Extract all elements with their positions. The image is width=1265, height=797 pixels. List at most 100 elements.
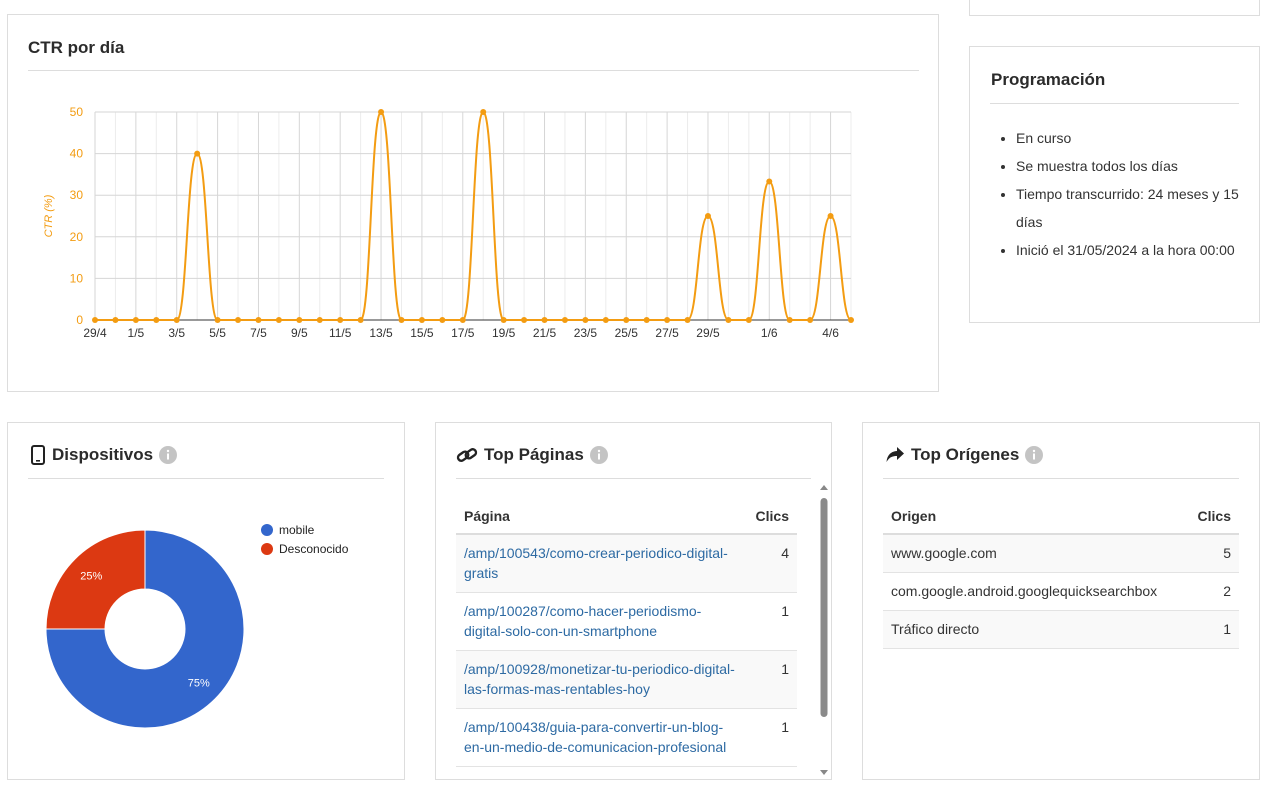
phone-icon xyxy=(31,445,45,465)
ctr-point xyxy=(418,317,425,323)
table-body: /amp/100543/como-crear-periodico-digital… xyxy=(456,534,797,767)
ctr-point xyxy=(112,317,119,323)
cell: www.google.com xyxy=(883,534,1186,573)
scroll-thumb[interactable] xyxy=(820,498,828,717)
x-tick-label: 19/5 xyxy=(492,326,516,340)
scroll-up[interactable] xyxy=(820,485,828,490)
cell: /amp/100438/guia-para-convertir-un-blog-… xyxy=(456,708,748,767)
slice-label: 25% xyxy=(80,570,102,582)
info-icon[interactable] xyxy=(1025,446,1044,464)
ctr-point xyxy=(541,317,548,323)
clicks-cell: 5 xyxy=(1185,534,1239,573)
info-icon[interactable] xyxy=(589,446,608,464)
page-link[interactable]: /amp/100928/monetizar-tu-periodico-digit… xyxy=(464,661,735,697)
x-tick-label: 27/5 xyxy=(655,326,679,340)
page-link[interactable]: /amp/100287/como-hacer-periodismo-digita… xyxy=(464,603,702,639)
ctr-point xyxy=(521,317,528,323)
column-header: Página xyxy=(456,498,748,535)
schedule-list: En cursoSe muestra todos los díasTiempo … xyxy=(993,124,1248,264)
schedule-item: Inició el 31/05/2024 a la hora 00:00 xyxy=(1016,236,1248,264)
pages-panel: Top Páginas Página Clics/amp/100543/como-… xyxy=(435,422,832,780)
ctr-chart: 0 10 20 30 40 50 CTR (%) 29/4 1/5 3/5 5/5 7/5 9/5 11/… xyxy=(43,105,854,340)
x-tick-label: 1/6 xyxy=(761,326,778,340)
table-row: /amp/100287/como-hacer-periodismo-digita… xyxy=(456,592,797,651)
ctr-point xyxy=(704,213,711,219)
ctr-point xyxy=(500,317,507,323)
clicks-cell: 2 xyxy=(1185,572,1239,611)
y-tick-label: 40 xyxy=(70,147,84,161)
x-tick-label: 25/5 xyxy=(615,326,639,340)
ctr-point xyxy=(480,109,487,115)
x-tick-label: 11/5 xyxy=(329,326,352,340)
ctr-point xyxy=(275,317,282,323)
origins-panel: Top Orígenes Origen Clics www.google.com 5 c… xyxy=(862,422,1260,780)
table-row: com.google.android.googlequicksearchbox 2 xyxy=(883,572,1239,611)
ctr-point xyxy=(786,317,793,323)
panel-fragment xyxy=(969,0,1260,16)
x-tick-label: 9/5 xyxy=(291,326,308,340)
divider xyxy=(28,478,384,479)
scroll-down[interactable] xyxy=(820,770,828,775)
panel-title-row: Dispositivos xyxy=(30,445,178,465)
ctr-point xyxy=(194,150,201,157)
cell: Tráfico directo xyxy=(883,610,1186,649)
ctr-point xyxy=(807,317,814,323)
ctr-point xyxy=(827,213,834,219)
panel-title: Top Orígenes xyxy=(911,445,1020,464)
ctr-point xyxy=(848,317,854,323)
page-link[interactable]: /amp/100543/como-crear-periodico-digital… xyxy=(464,545,728,581)
cell: com.google.android.googlequicksearchbox xyxy=(883,572,1186,611)
donut-slice xyxy=(45,529,146,630)
share-icon xyxy=(886,447,904,462)
ctr-point xyxy=(643,317,650,323)
panel-title: Programación xyxy=(991,70,1106,89)
panel-title-row: Top Páginas xyxy=(456,445,608,465)
cell: /amp/100928/monetizar-tu-periodico-digit… xyxy=(456,650,748,709)
x-tick-label: 4/6 xyxy=(822,326,839,340)
table-head: Página Clics xyxy=(456,498,797,535)
cell: /amp/100287/como-hacer-periodismo-digita… xyxy=(456,592,748,651)
y-axis-label: CTR (%) xyxy=(43,194,55,237)
ctr-point xyxy=(214,317,221,323)
y-tick-label: 50 xyxy=(70,105,84,119)
legend-swatch xyxy=(261,543,273,555)
ctr-point xyxy=(357,317,364,323)
panel-title: Top Páginas xyxy=(484,445,584,464)
scrollbar[interactable] xyxy=(817,481,831,779)
table-row: Tráfico directo 1 xyxy=(883,610,1239,649)
ctr-point xyxy=(623,317,630,323)
pages-scroll[interactable]: Página Clics/amp/100543/como-crear-period… xyxy=(456,498,797,777)
x-tick-label: 29/5 xyxy=(696,326,720,340)
info-icon[interactable] xyxy=(159,446,178,464)
panel-title: CTR por día xyxy=(28,38,125,57)
ctr-point xyxy=(378,109,385,115)
header-row: Página Clics xyxy=(456,498,797,535)
page-link[interactable]: /amp/100438/guia-para-convertir-un-blog-… xyxy=(464,719,727,755)
column-header: Clics xyxy=(747,498,797,535)
y-tick-label: 0 xyxy=(76,313,83,327)
x-tick-label: 23/5 xyxy=(574,326,598,340)
origins-wrap: Origen Clics www.google.com 5 com.google.and… xyxy=(883,498,1239,649)
legend-label: Desconocido xyxy=(279,542,349,556)
x-tick-label: 21/5 xyxy=(533,326,557,340)
table-body: www.google.com 5 com.google.android.google… xyxy=(883,534,1239,649)
table-row: www.google.com 5 xyxy=(883,534,1239,573)
table-head: Origen Clics xyxy=(883,498,1239,535)
ctr-point xyxy=(316,317,323,323)
x-tick-label: 7/5 xyxy=(250,326,267,340)
header-row: Origen Clics xyxy=(883,498,1239,535)
panel-title: Dispositivos xyxy=(52,445,154,464)
ctr-point xyxy=(439,317,446,323)
ctr-point xyxy=(173,317,180,323)
donut-slice xyxy=(45,529,245,729)
ctr-panel: CTR por día 0 10 20 30 40 50 CTR (%) 29/4 1/5 3/5… xyxy=(7,14,939,392)
clicks-cell: 1 xyxy=(747,592,797,651)
y-tick-label: 10 xyxy=(70,271,84,285)
clicks-cell: 1 xyxy=(747,708,797,767)
column-header: Clics xyxy=(1185,498,1239,535)
x-tick-label: 29/4 xyxy=(83,326,107,340)
ctr-point xyxy=(153,317,160,323)
x-tick-label: 13/5 xyxy=(369,326,393,340)
table-row: /amp/100543/como-crear-periodico-digital… xyxy=(456,534,797,593)
clicks-cell: 1 xyxy=(1185,610,1239,649)
